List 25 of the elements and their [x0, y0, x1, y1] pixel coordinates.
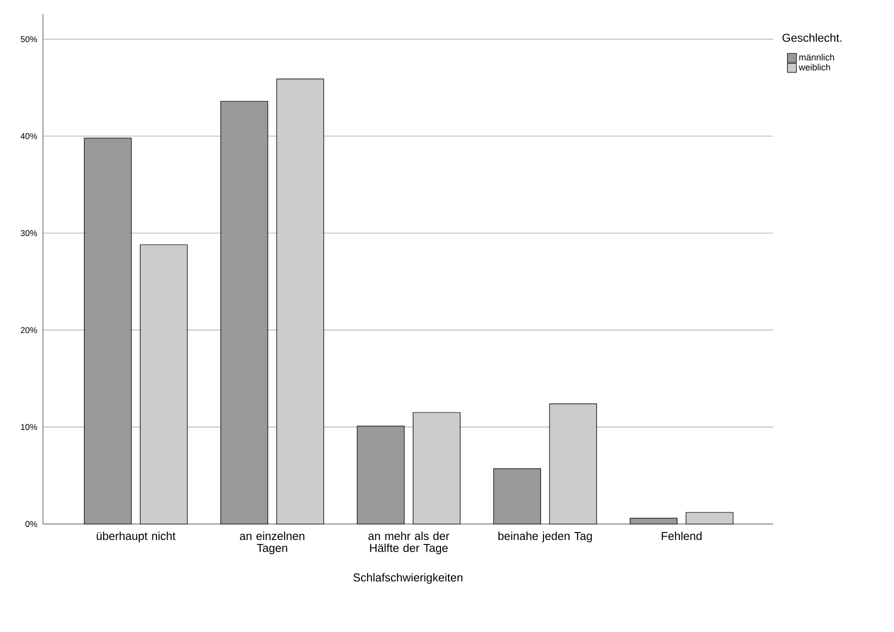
bar [686, 512, 734, 524]
legend-label: männlich [799, 54, 834, 60]
bar [84, 138, 132, 524]
bar [493, 468, 541, 524]
bar [356, 426, 405, 524]
x-tick-label: Fehlend [662, 532, 702, 540]
bar [220, 100, 268, 524]
bar [412, 412, 460, 524]
y-tick-label: 10% [21, 424, 38, 430]
x-tick-label: an mehr als der Hälfte der Tage [368, 532, 450, 554]
bar [140, 244, 188, 524]
bar [276, 78, 324, 524]
y-tick-label: 30% [20, 230, 38, 236]
bar [630, 518, 678, 524]
x-tick-label: an einzelnen Tagen [240, 532, 304, 554]
x-tick-label: überhaupt nicht [96, 532, 176, 542]
legend-title: Geschlecht. [782, 33, 842, 42]
y-tick-label: 50% [20, 36, 38, 42]
y-tick-label: 20% [20, 327, 38, 334]
y-tick-label: 40% [20, 133, 38, 140]
x-tick-label: beinahe jeden Tag [498, 532, 592, 542]
legend-label: weiblich [798, 64, 830, 70]
bar [549, 403, 597, 524]
y-tick-label: 0% [25, 521, 38, 527]
x-axis-title: Schlafschwierigkeiten [353, 573, 462, 584]
